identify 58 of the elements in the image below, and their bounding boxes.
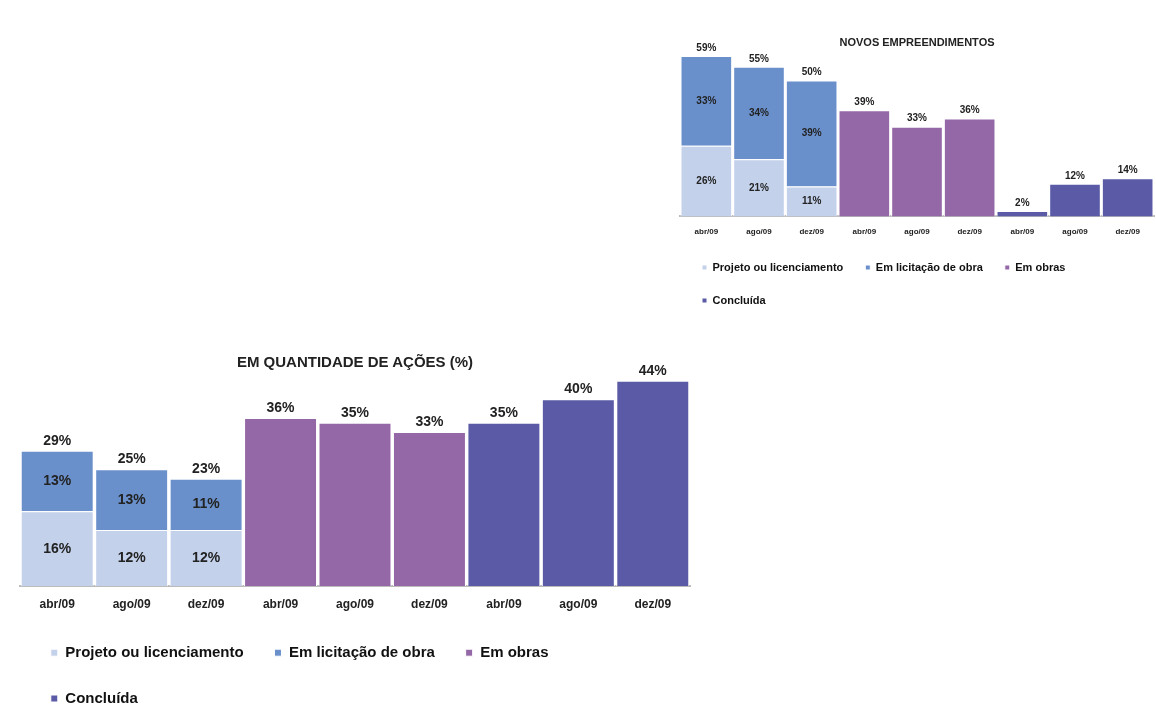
x-tick-label: abr/09 [852,227,877,237]
data-label: 33% [906,112,928,124]
x-tick-label: dez/09 [187,596,225,611]
total-label: 50% [801,66,822,78]
data-label: 39% [854,96,875,108]
chart-title: NOVOS EMPREENDIMENTOS [839,35,995,48]
total-label: 25% [117,450,147,467]
data-label: 35% [340,403,370,420]
x-tick-label: ago/09 [904,227,931,237]
x-tick-label: abr/09 [694,227,719,237]
data-label: 13% [43,471,72,488]
data-label: 35% [489,403,519,420]
data-label: 16% [43,539,72,556]
x-tick-label: ago/09 [746,227,773,237]
data-label: 34% [748,106,770,118]
legend-label: Projeto ou licenciamento [712,260,844,273]
total-label: 59% [696,41,717,53]
data-label: 26% [696,174,717,186]
chart-title: EM QUANTIDADE DE AÇÕES (%) [236,353,474,371]
legend-label: Concluída [65,688,139,706]
data-label: 21% [748,181,770,193]
x-tick-label: abr/09 [39,596,76,611]
x-tick-label: dez/09 [799,227,825,237]
x-tick-label: abr/09 [262,596,299,611]
data-label: 12% [192,548,221,565]
data-label: 33% [696,94,717,106]
legend-label: Projeto ou licenciamento [65,642,244,660]
x-tick-label: ago/09 [1062,227,1089,237]
x-tick-label: dez/09 [411,596,449,611]
data-label: 12% [1064,169,1086,181]
x-tick-label: dez/09 [634,596,672,611]
data-label: 44% [638,361,668,378]
total-label: 29% [43,431,72,448]
data-label: 11% [801,195,822,207]
total-label: 23% [192,459,221,476]
x-tick-label: dez/09 [1115,227,1141,237]
data-label: 36% [266,398,296,415]
legend-label: Em obras [480,642,549,660]
legend-label: Concluída [712,293,767,306]
data-label: 11% [192,495,221,512]
x-tick-label: ago/09 [112,596,151,611]
legend-label: Em licitação de obra [875,260,984,273]
data-label: 14% [1117,164,1138,176]
x-tick-label: abr/09 [486,596,522,611]
x-tick-label: abr/09 [1010,227,1035,237]
total-label: 55% [748,52,770,64]
data-label: 39% [801,127,822,139]
x-tick-label: dez/09 [957,227,983,237]
data-label: 40% [564,380,593,397]
x-tick-label: ago/09 [335,596,375,611]
data-label: 33% [415,412,444,429]
x-tick-label: ago/09 [559,596,598,611]
data-label: 2% [1015,196,1030,208]
data-label: 36% [959,104,980,116]
data-label: 12% [117,548,147,565]
legend-label: Em licitação de obra [288,642,436,660]
data-label: 13% [117,490,147,507]
legend-label: Em obras [1015,260,1066,273]
